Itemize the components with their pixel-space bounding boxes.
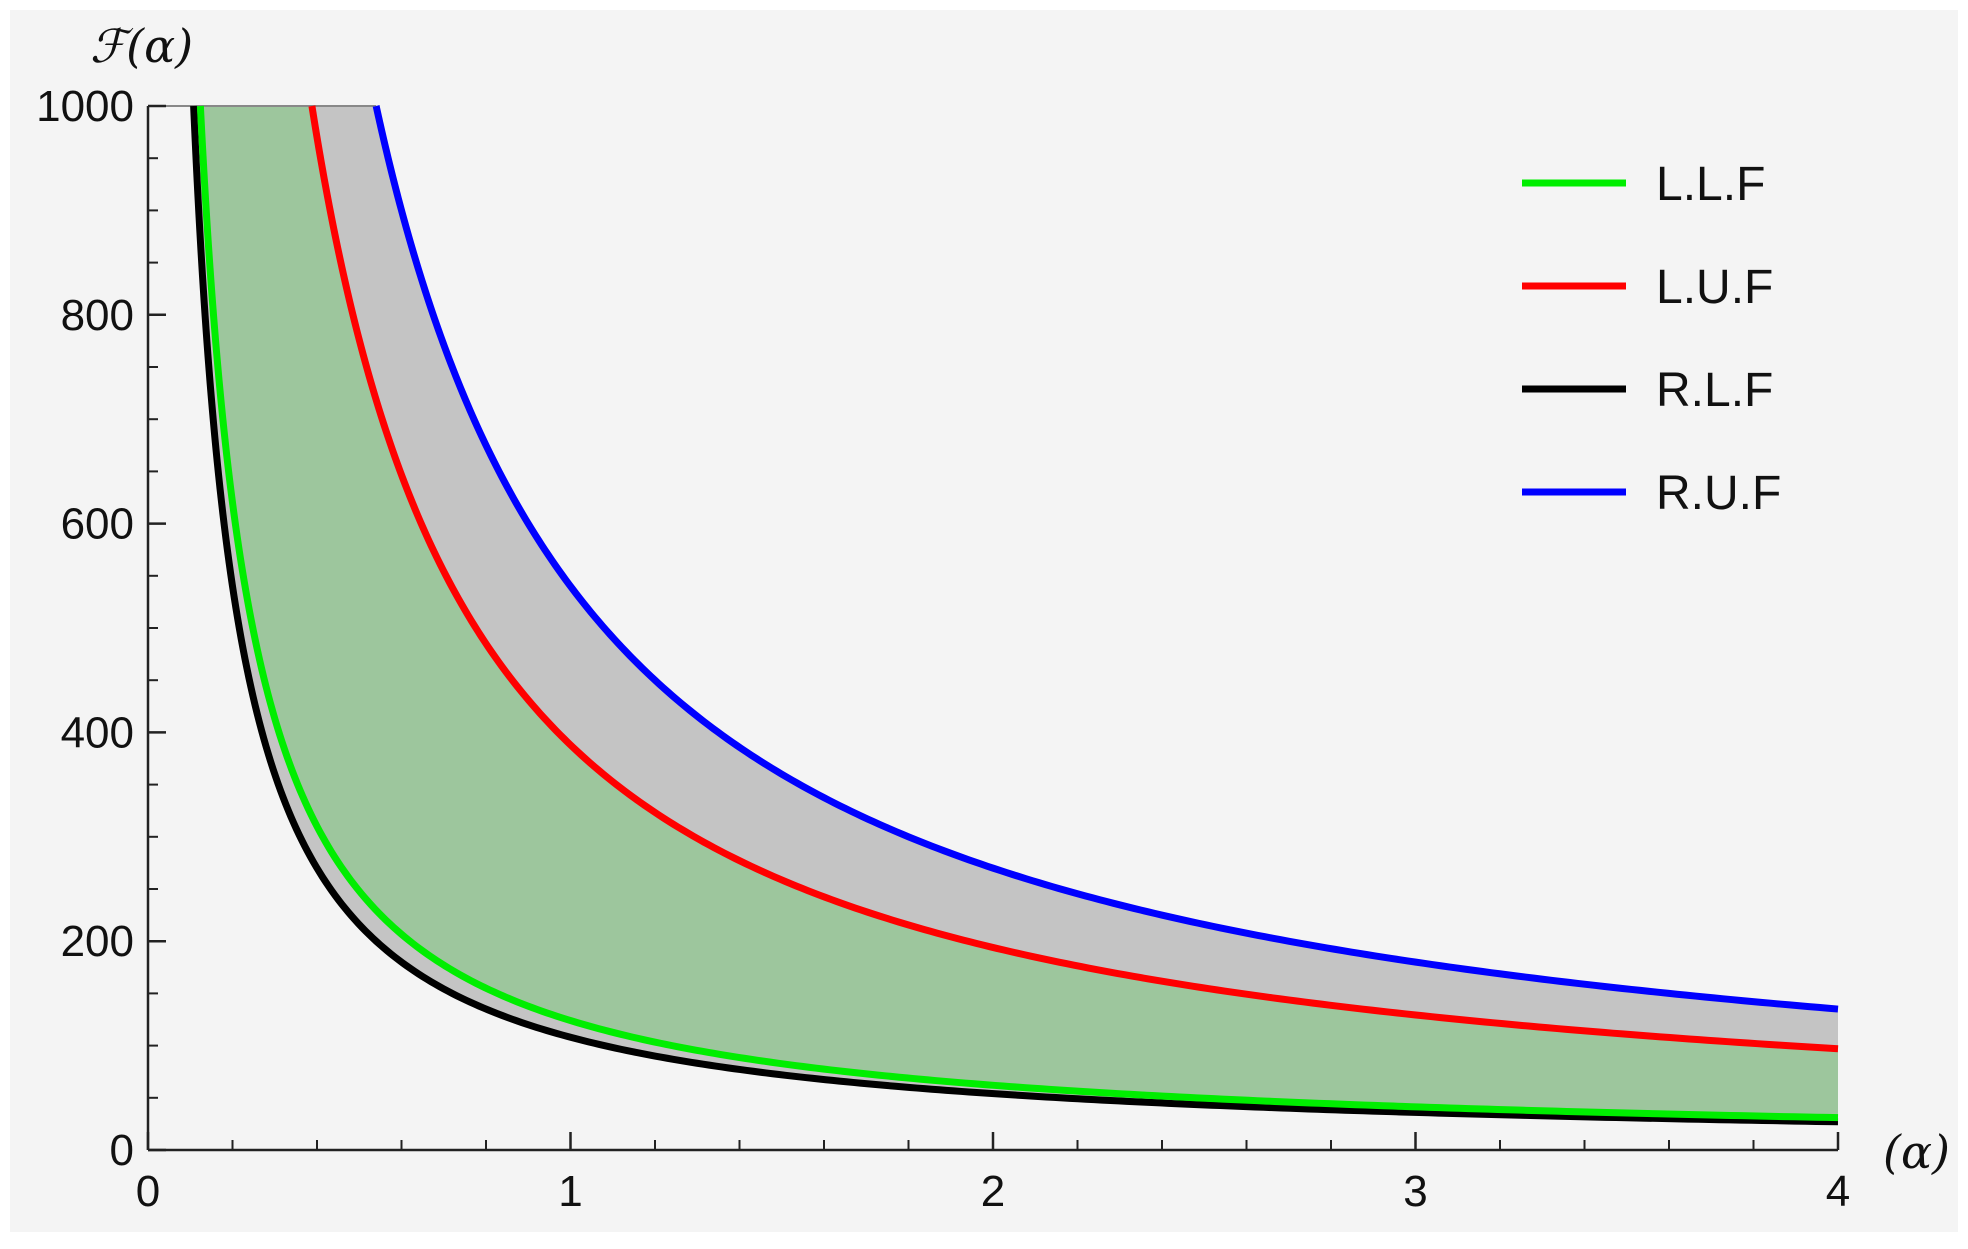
x-tick-label: 2 bbox=[981, 1167, 1005, 1216]
legend: L.L.F L.U.F R.L.F R.U.F bbox=[1522, 158, 1781, 520]
x-tick-label: 4 bbox=[1826, 1167, 1850, 1216]
y-tick-label: 200 bbox=[61, 917, 134, 966]
x-tick-label: 0 bbox=[136, 1167, 160, 1216]
x-axis-label: (α) bbox=[1883, 1125, 1950, 1179]
legend-label: L.L.F bbox=[1656, 158, 1765, 211]
x-tick-label: 1 bbox=[558, 1167, 582, 1216]
y-tick-label: 1000 bbox=[36, 82, 134, 131]
series-line-luf bbox=[308, 102, 1839, 1053]
y-axis-label: ℱ(α) bbox=[90, 19, 193, 73]
y-tick-label: 0 bbox=[110, 1126, 134, 1175]
series-lines bbox=[190, 102, 1839, 1126]
legend-label: R.L.F bbox=[1656, 364, 1773, 417]
x-tick-label: 3 bbox=[1403, 1167, 1427, 1216]
fill-regions bbox=[148, 105, 1839, 1122]
fill-region-3 bbox=[311, 106, 1839, 1049]
series-line-llf bbox=[196, 102, 1839, 1122]
series-line-ruf bbox=[372, 102, 1839, 1013]
legend-label: L.U.F bbox=[1656, 261, 1773, 314]
y-tick-label: 400 bbox=[61, 708, 134, 757]
series-line-rlf bbox=[190, 102, 1839, 1126]
fill-region-1 bbox=[200, 106, 1838, 1118]
y-tick-label: 800 bbox=[61, 291, 134, 340]
legend-label: R.U.F bbox=[1656, 467, 1781, 520]
y-tick-label: 600 bbox=[61, 500, 134, 549]
axes: 0 1 2 3 4 0 200 400 600 800 1000 bbox=[36, 82, 1850, 1216]
